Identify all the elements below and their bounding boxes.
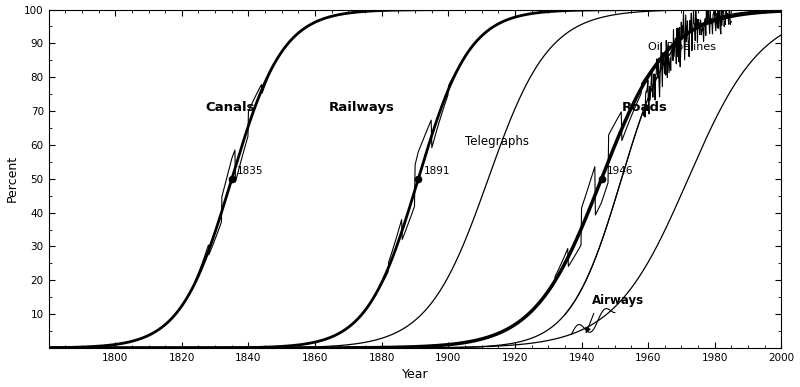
Text: Railways: Railways (328, 101, 394, 114)
X-axis label: Year: Year (402, 368, 428, 382)
Text: Oil Pipelines: Oil Pipelines (648, 42, 716, 52)
Text: Canals: Canals (205, 101, 254, 114)
Text: 1891: 1891 (423, 166, 450, 176)
Text: Telegraphs: Telegraphs (465, 135, 529, 148)
Text: 1835: 1835 (237, 166, 263, 176)
Text: Roads: Roads (622, 101, 667, 114)
Text: 1946: 1946 (606, 166, 633, 176)
Y-axis label: Percent: Percent (6, 155, 18, 202)
Text: Airways: Airways (591, 294, 644, 307)
